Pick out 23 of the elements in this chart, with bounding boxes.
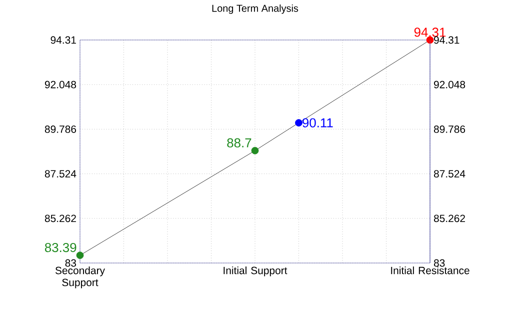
y2-tick-label: 87.524: [434, 170, 466, 178]
y2-tick-label: 94.31: [434, 36, 460, 44]
y-tick-label: 85.262: [44, 214, 76, 222]
y2-tick-label: 85.262: [434, 214, 465, 222]
point: [251, 146, 259, 154]
data-label: 88.7: [227, 138, 252, 148]
y2-tick-label: 89.786: [434, 126, 466, 133]
y-tick-label: 83: [65, 259, 76, 267]
y2-tick-label: 92.048: [434, 80, 466, 88]
y-tick-label: 92.048: [44, 80, 76, 88]
point: [295, 119, 302, 126]
x-tick-label: Secondary Support: [55, 266, 105, 288]
point: [76, 252, 84, 259]
data-label: 90.11: [302, 118, 333, 128]
x-tick-label: Initial Resistance: [391, 266, 470, 274]
y-tick-label: 89.786: [44, 126, 76, 133]
x-tick-label: Initial Support: [224, 266, 288, 276]
data-label: 83.39: [44, 242, 76, 252]
y-tick-label: 94.31: [50, 36, 76, 44]
y2-tick-label: 83: [434, 259, 445, 267]
y-tick-label: 87.524: [44, 170, 76, 178]
chart-title: Long Term Analysis: [212, 4, 298, 14]
data-label: 94.31: [414, 28, 446, 37]
